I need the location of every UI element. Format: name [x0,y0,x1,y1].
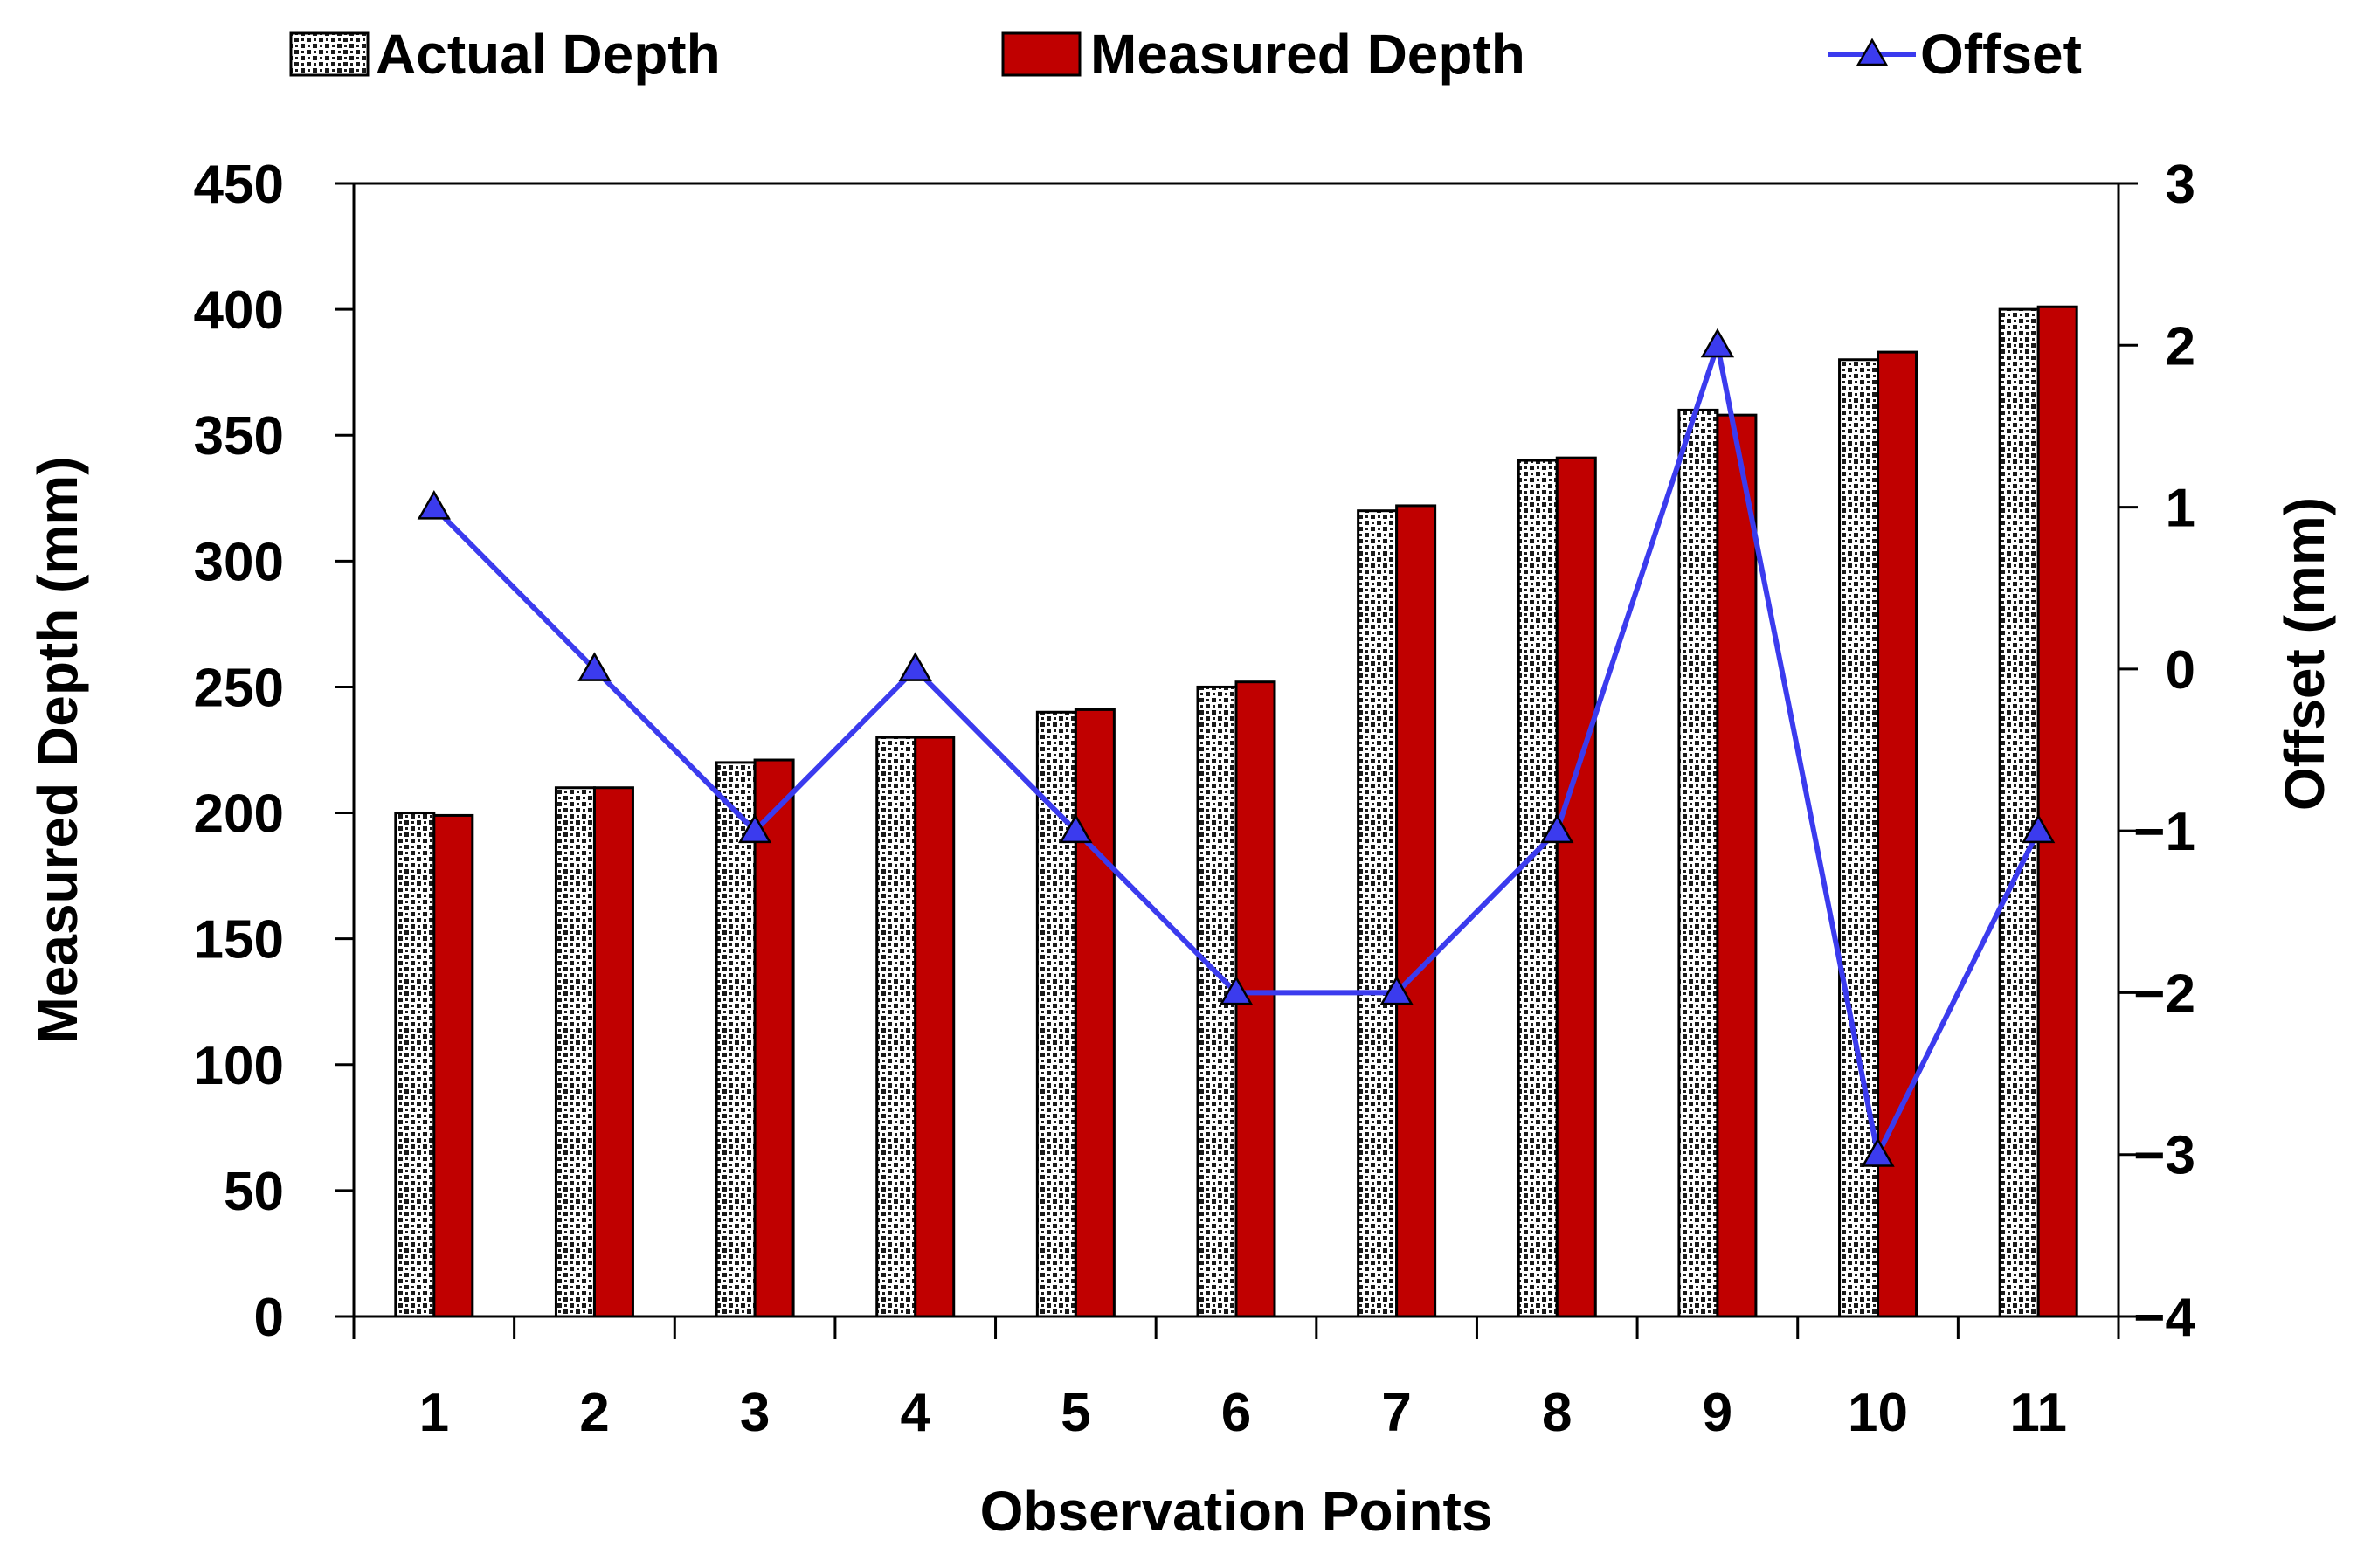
y2-tick-label: −3 [2133,1126,2195,1186]
x-tick-label: 1 [419,1383,449,1443]
y-tick-label: 150 [194,910,284,971]
bar-actual-depth [1357,509,1399,1318]
x-tick-label: 10 [1848,1383,1908,1443]
bar-actual-depth [875,736,917,1318]
x-tick-label: 7 [1381,1383,1411,1443]
bar-actual-depth [394,812,436,1318]
y2-tick-label: −2 [2133,964,2195,1024]
y2-axis-title: Offset (mm) [2273,497,2336,811]
offset-marker [1540,813,1574,844]
offset-marker [1379,975,1414,1005]
legend-actual-depth-label: Actual Depth [376,23,721,86]
y2-tick-label: 0 [2166,640,2195,701]
bar-actual-depth [554,786,596,1318]
axes: 0 50 100 150 200 250 300 350 400 450 −4 −3 −2 −1 0 1 2 3 1… [26,155,2336,1543]
bar-actual-depth [1677,408,1719,1318]
offset-marker [577,652,612,681]
offset-marker [2022,813,2056,844]
legend: Actual Depth Measured Depth Offset [289,23,2082,86]
offset-marker [1861,1137,1895,1167]
offset-marker [737,813,772,844]
y-tick-label: 400 [194,280,284,341]
offset-marker [1059,813,1093,844]
y2-tick-label: −1 [2133,802,2195,862]
y2-tick-label: 2 [2166,316,2195,376]
bar-measured-depth [1877,350,1918,1318]
bar-measured-depth [914,736,956,1318]
x-tick-label: 6 [1221,1383,1251,1443]
bar-measured-depth [1074,708,1116,1318]
y2-tick-label: −4 [2133,1288,2195,1348]
bar-measured-depth [1716,413,1758,1318]
bar-measured-depth [1555,456,1597,1318]
bar-actual-depth [1998,307,2040,1318]
y-tick-label: 50 [224,1162,284,1222]
bar-actual-depth [1838,358,1880,1318]
x-tick-label: 2 [579,1383,609,1443]
bar-measured-depth [432,813,474,1318]
y-tick-label: 100 [194,1036,284,1096]
legend-actual-depth-swatch [289,31,370,77]
bar-actual-depth [715,761,757,1318]
legend-measured-depth-swatch [1001,31,1082,77]
offset-marker [1219,975,1254,1005]
bar-actual-depth [1035,710,1077,1318]
bar-measured-depth [1395,504,1437,1318]
offset-marker [417,490,451,520]
y-tick-label: 250 [194,658,284,718]
legend-measured-depth-label: Measured Depth [1090,23,1525,86]
bar-actual-depth [1517,459,1559,1318]
legend-offset-marker [1856,38,1889,66]
x-tick-label: 3 [740,1383,770,1443]
x-tick-label: 9 [1703,1383,1732,1443]
x-tick-label: 5 [1061,1383,1090,1443]
offset-marker [898,652,932,681]
y2-tick-label: 3 [2166,155,2195,215]
x-axis-title: Observation Points [980,1480,1493,1543]
y-tick-label: 300 [194,532,284,592]
bar-measured-depth [2036,305,2078,1318]
y-tick-label: 350 [194,406,284,466]
x-tick-label: 8 [1542,1383,1572,1443]
y-tick-label: 450 [194,155,284,215]
y-tick-label: 0 [254,1288,284,1348]
plot-area [394,305,2078,1318]
legend-offset-label: Offset [1920,23,2082,86]
y-tick-label: 200 [194,784,284,845]
bar-measured-depth [592,786,634,1318]
y-axis-title: Measured Depth (mm) [26,456,89,1043]
y2-tick-label: 1 [2166,479,2195,539]
x-tick-label: 4 [900,1383,930,1443]
x-tick-label: 11 [2009,1383,2067,1443]
bar-measured-depth [753,758,795,1318]
offset-marker [1700,328,1735,358]
